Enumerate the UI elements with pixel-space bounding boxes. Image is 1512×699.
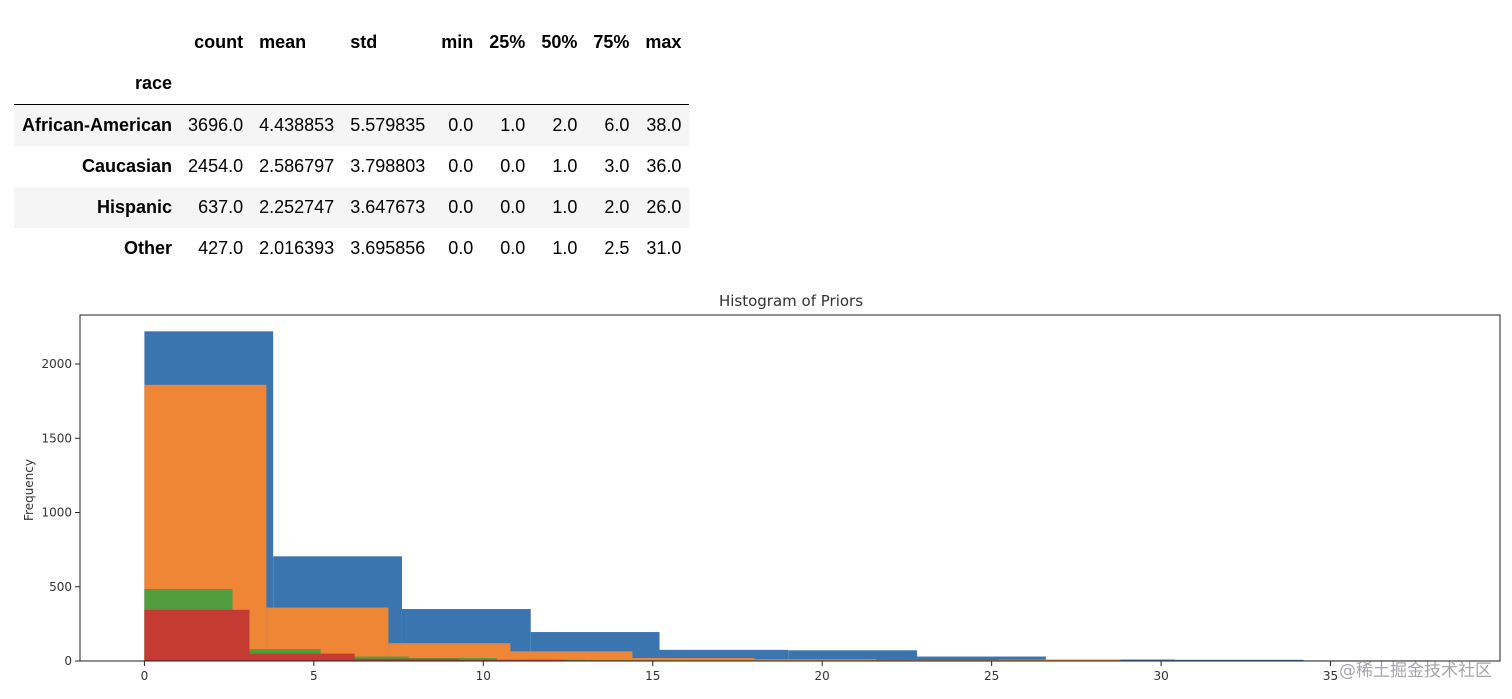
hist-bar-s1-b4	[632, 658, 755, 661]
x-tick-label: 20	[815, 669, 830, 683]
cell: 26.0	[646, 197, 682, 217]
cell: 0.0	[500, 156, 526, 176]
col-header-mean: mean	[259, 32, 307, 52]
col-header-75: 75%	[593, 32, 630, 52]
cell: 1.0	[500, 115, 526, 135]
corner-cell	[14, 22, 180, 63]
cell: 0.0	[500, 197, 526, 217]
row-label: African-American	[22, 115, 173, 135]
cell: 0.0	[448, 115, 474, 135]
axes-layer: 0 5 10 15 20 25 30 35 0 500 1000 1500 2000	[41, 314, 1501, 683]
y-tick-label: 1000	[41, 506, 72, 520]
y-tick-label: 1500	[41, 431, 72, 445]
cell: 2.586797	[259, 156, 335, 176]
y-tick-label: 0	[64, 654, 72, 668]
cell: 1.0	[552, 156, 578, 176]
cell: 1.0	[552, 238, 578, 258]
cell: 3.0	[604, 156, 630, 176]
cell: 0.0	[448, 238, 474, 258]
cell: 0.0	[448, 156, 474, 176]
hist-bar-s1-b7	[998, 659, 1121, 661]
column-header-row: count mean std min 25% 50% 75% max	[14, 22, 689, 63]
table-row: Other 427.0 2.016393 3.695856 0.0 0.0 1.…	[14, 228, 689, 269]
x-tick-label: 5	[310, 669, 318, 683]
cell: 5.579835	[350, 115, 426, 135]
cell: 2.016393	[259, 238, 335, 258]
index-name-row: race	[14, 63, 690, 105]
x-tick-label: 15	[645, 669, 660, 683]
cell: 427.0	[198, 238, 244, 258]
hist-bar-s1-b2	[388, 643, 511, 661]
cell: 2454.0	[188, 156, 244, 176]
cell: 3.798803	[350, 156, 426, 176]
row-label: Other	[124, 238, 173, 258]
cell: 3696.0	[188, 115, 244, 135]
plot-frame	[79, 314, 1501, 662]
hist-bar-s1-b3	[510, 651, 633, 661]
cell: 38.0	[646, 115, 682, 135]
col-header-min: min	[441, 32, 474, 52]
x-tick-label: 35	[1323, 669, 1338, 683]
cell: 2.252747	[259, 197, 335, 217]
cell: 637.0	[198, 197, 244, 217]
cell: 2.0	[552, 115, 578, 135]
cell: 2.0	[604, 197, 630, 217]
table-row: Caucasian 2454.0 2.586797 3.798803 0.0 0…	[14, 146, 689, 187]
cell: 0.0	[448, 197, 474, 217]
cell: 6.0	[604, 115, 630, 135]
row-label: Caucasian	[82, 156, 173, 176]
table-row: Hispanic 637.0 2.252747 3.647673 0.0 0.0…	[14, 187, 690, 228]
cell: 3.695856	[350, 238, 426, 258]
hist-bar-s3-b0	[144, 609, 250, 661]
x-tick-label: 30	[1153, 669, 1168, 683]
bars-layer	[144, 331, 1433, 661]
cell: 1.0	[552, 197, 578, 217]
index-name: race	[135, 73, 173, 93]
hist-bar-s1-b5	[754, 659, 877, 661]
cell: 3.647673	[350, 197, 426, 217]
hist-bar-s3-b2	[354, 658, 460, 661]
table-row: African-American 3696.0 4.438853 5.57983…	[14, 104, 690, 146]
row-label: Hispanic	[97, 197, 173, 217]
cell: 31.0	[646, 238, 682, 258]
y-tick-label: 2000	[41, 357, 72, 371]
hist-bar-s0-b4	[659, 649, 789, 661]
hist-bar-s0-b8	[1174, 659, 1304, 661]
col-header-50: 50%	[541, 32, 578, 52]
chart-title: Histogram of Priors	[719, 292, 863, 310]
hist-bar-s3-b3	[459, 659, 565, 661]
cell: 36.0	[646, 156, 682, 176]
cell: 4.438853	[259, 115, 335, 135]
describe-table: count mean std min 25% 50% 75% max race …	[14, 22, 690, 269]
cell: 2.5	[604, 238, 630, 258]
col-header-std: std	[350, 32, 378, 52]
hist-bar-s3-b1	[249, 653, 355, 661]
watermark: @稀土掘金技术社区	[1339, 661, 1492, 681]
histogram-chart: Histogram of Priors Frequency 0 5 10 15 20 25…	[22, 292, 1501, 683]
col-header-count: count	[194, 32, 244, 52]
col-header-max: max	[645, 32, 682, 52]
x-tick-label: 10	[476, 669, 491, 683]
y-tick-label: 500	[49, 580, 72, 594]
col-header-25: 25%	[489, 32, 526, 52]
hist-bar-s0-b6	[917, 656, 1046, 661]
hist-bar-s0-b5	[788, 650, 918, 661]
y-axis-label: Frequency	[22, 459, 36, 521]
x-tick-label: 0	[141, 669, 149, 683]
cell: 0.0	[500, 238, 526, 258]
x-tick-label: 25	[984, 669, 999, 683]
